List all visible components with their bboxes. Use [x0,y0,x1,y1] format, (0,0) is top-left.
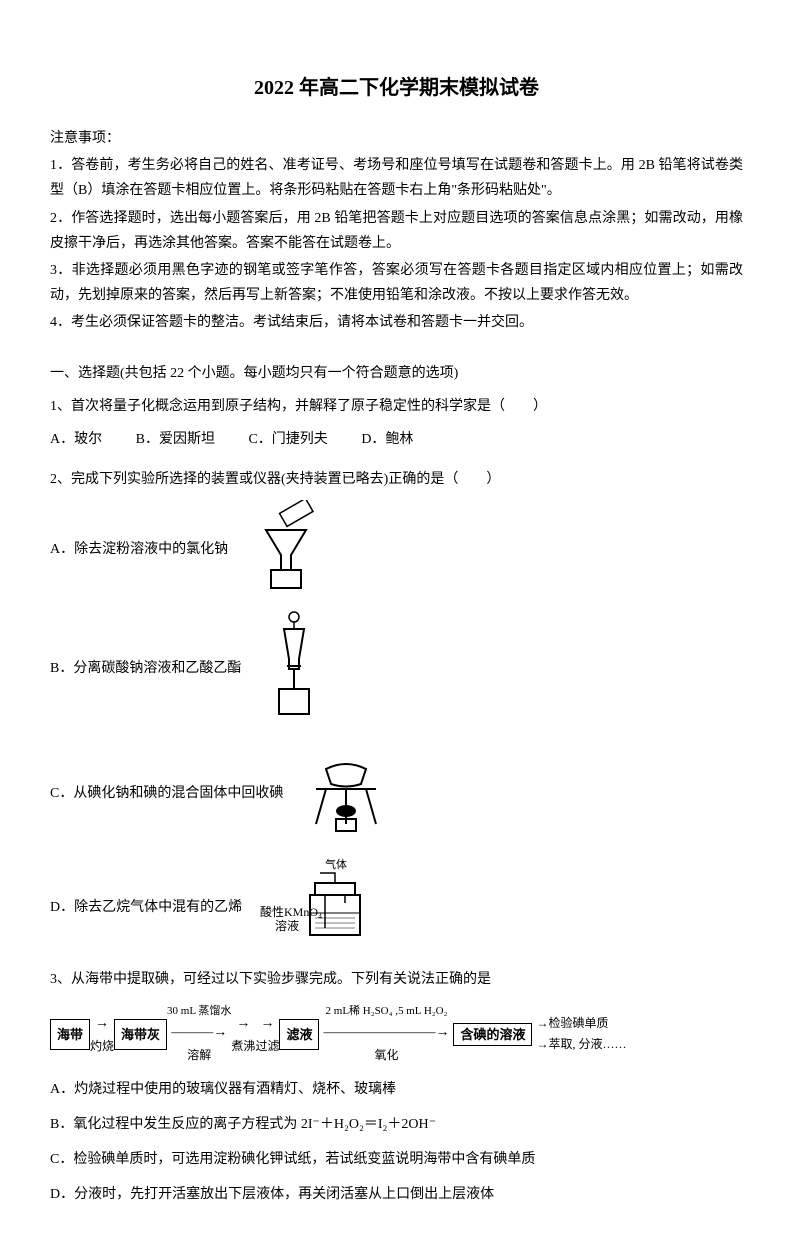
notice-header: 注意事项： [50,126,743,151]
option-b-label: B．分离碳酸钠溶液和乙酸乙酯 [50,656,241,681]
question-3-option-d: D．分液时，先打开活塞放出下层液体，再关闭活塞从上口倒出上层液体 [50,1182,743,1207]
solution-label: 溶液 [275,918,299,933]
option-d: D．鲍林 [361,427,413,452]
arrow-icon: → [236,1011,250,1036]
question-3-option-a: A．灼烧过程中使用的玻璃仪器有酒精灯、烧杯、玻璃棒 [50,1077,743,1102]
flow-label: 过滤 [255,1036,279,1058]
notice-item: 2．作答选择题时，选出每小题答案后，用 2B 铅笔把答题卡上对应题目选项的答案信… [50,206,743,256]
flow-box-3: 滤液 [279,1019,319,1050]
evaporation-setup-icon [301,739,391,848]
question-2-option-a: A．除去淀粉溶液中的氯化钠 [50,500,743,599]
separating-funnel-icon [259,609,329,728]
flow-label: 灼烧 [90,1036,114,1058]
arrow-icon: ————————→ [323,1020,449,1045]
kmno4-label: 酸性KMnO₄ [260,904,322,919]
option-c: C．门捷列夫 [248,427,327,452]
option-a-label: A．除去淀粉溶液中的氯化钠 [50,537,228,562]
question-2-option-d: D．除去乙烷气体中混有的乙烯 气体 酸性KMnO₄ 溶液 [50,858,743,957]
flow-label: 氧化 [374,1045,398,1067]
arrow-icon: → [260,1011,274,1036]
option-d-label: D．除去乙烷气体中混有的乙烯 [50,895,242,920]
flow-box-4: 含碘的溶液 [453,1023,532,1047]
notice-item: 3．非选择题必须用黑色字迹的钢笔或签字笔作答，答案必须写在答题卡各题目指定区域内… [50,258,743,308]
flowchart: 海带 → 灼烧 海带灰 30 mL 蒸馏水 ———→ 溶解 → 煮沸 → 过滤 … [50,1002,743,1067]
gas-washing-bottle-icon: 气体 酸性KMnO₄ 溶液 [260,858,390,957]
flow-out-2: →萃取, 分液…… [536,1034,626,1056]
gas-label: 气体 [325,858,347,871]
notice-item: 4．考生必须保证答题卡的整洁。考试结束后，请将本试卷和答题卡一并交回。 [50,310,743,335]
question-1-options: A．玻尔 B．爱因斯坦 C．门捷列夫 D．鲍林 [50,427,743,452]
question-2-option-c: C．从碘化钠和碘的混合固体中回收碘 [50,739,743,848]
flow-out-1: →检验碘单质 [536,1013,626,1035]
flow-label: 溶解 [187,1045,211,1067]
question-1: 1、首次将量子化概念运用到原子结构，并解释了原子稳定性的科学家是（ ） [50,394,743,419]
option-b: B．爱因斯坦 [136,427,215,452]
flow-box-2: 海带灰 [114,1019,167,1050]
page-title: 2022 年高二下化学期末模拟试卷 [50,70,743,106]
section-header: 一、选择题(共包括 22 个小题。每小题均只有一个符合题意的选项) [50,361,743,386]
flow-label: 煮沸 [231,1036,255,1058]
notice-item: 1．答卷前，考生务必将自己的姓名、准考证号、考场号和座位号填写在试题卷和答题卡上… [50,153,743,203]
option-c-label: C．从碘化钠和碘的混合固体中回收碘 [50,781,283,806]
question-3: 3、从海带中提取碘，可经过以下实验步骤完成。下列有关说法正确的是 [50,967,743,992]
arrow-icon: ———→ [171,1020,227,1045]
question-2-option-b: B．分离碳酸钠溶液和乙酸乙酯 [50,609,743,728]
question-3-option-b: B．氧化过程中发生反应的离子方程式为 2I⁻＋H₂O₂＝I₂＋2OH⁻ [50,1112,743,1137]
question-3-option-c: C．检验碘单质时，可选用淀粉碘化钾试纸，若试纸变蓝说明海带中含有碘单质 [50,1147,743,1172]
funnel-icon [246,500,326,599]
arrow-icon: → [95,1011,109,1036]
option-a: A．玻尔 [50,427,102,452]
question-2: 2、完成下列实验所选择的装置或仪器(夹持装置已略去)正确的是（ ） [50,467,743,492]
flow-box-1: 海带 [50,1019,90,1050]
